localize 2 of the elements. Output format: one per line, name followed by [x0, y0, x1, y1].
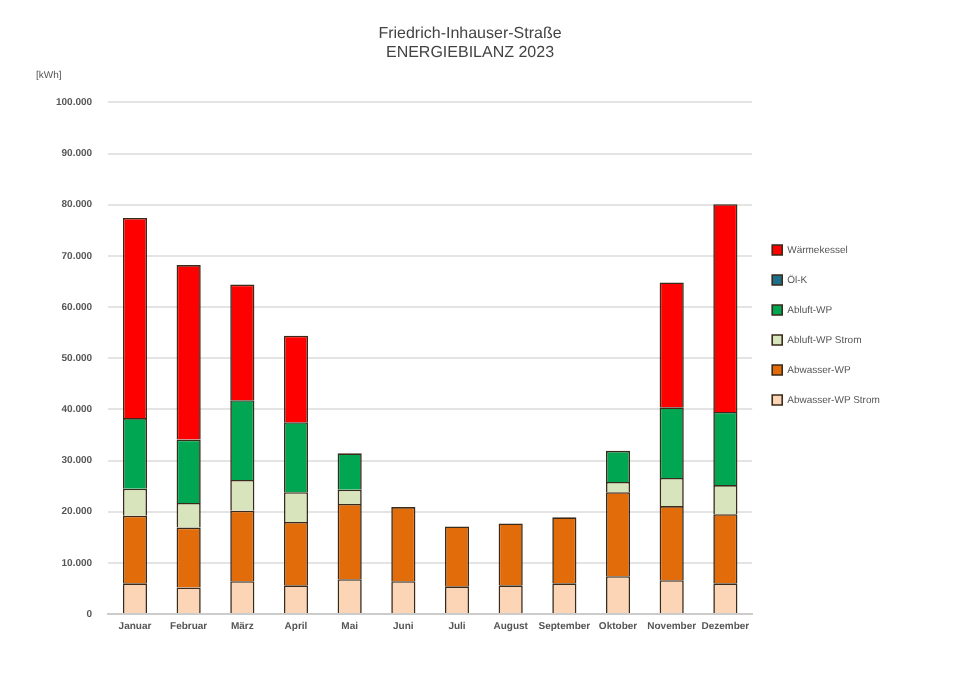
chart-subtitle: ENERGIEBILANZ 2023: [385, 43, 556, 62]
chart-title: Friedrich-Inhauser-Straße: [378, 24, 563, 43]
